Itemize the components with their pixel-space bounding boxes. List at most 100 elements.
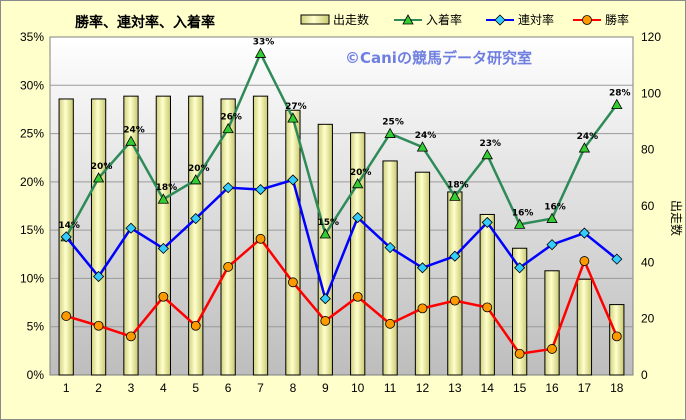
point (190, 320, 201, 331)
data-label: 28% (609, 89, 631, 99)
point (546, 239, 558, 251)
bar (90, 98, 107, 376)
chart-title: 勝率、連対率、入着率 (75, 14, 215, 31)
bar (123, 95, 139, 376)
point (547, 344, 557, 354)
bar (414, 171, 431, 376)
data-label: 27% (285, 102, 307, 112)
data-label: 33% (253, 37, 275, 47)
data-label: 16% (544, 203, 566, 213)
data-label: 20% (188, 164, 210, 174)
x-tick-label: 13 (448, 381, 462, 395)
left-tick-label: 0% (27, 368, 45, 382)
data-label: 20% (91, 162, 113, 172)
x-tick-label: 2 (95, 381, 102, 395)
data-label: 23% (479, 139, 501, 149)
point (611, 253, 623, 265)
point (320, 316, 331, 326)
point (481, 216, 493, 228)
data-label: 24% (123, 125, 145, 135)
point (319, 293, 331, 305)
series-line (65, 50, 618, 238)
point (254, 184, 267, 196)
legend-swatch (300, 14, 330, 25)
point (513, 218, 526, 229)
x-tick-label: 15 (513, 381, 527, 395)
point (222, 122, 234, 134)
point (352, 291, 363, 302)
point (417, 303, 428, 314)
bar (285, 109, 301, 376)
left-tick-label: 20% (20, 175, 44, 189)
bar (220, 98, 236, 376)
data-label: 18% (447, 180, 469, 190)
watermark: ©Caniの競馬データ研究室 (345, 49, 532, 67)
point (481, 148, 493, 160)
data-label: 16% (512, 208, 534, 218)
x-tick-label: 8 (290, 381, 297, 395)
point (385, 318, 395, 329)
x-tick-label: 10 (351, 381, 365, 395)
right-tick-label: 20 (641, 312, 655, 326)
point (611, 98, 623, 109)
data-label: 25% (382, 118, 404, 128)
right-axis-label: 出走数 (669, 200, 684, 236)
point (416, 141, 429, 152)
point (319, 228, 331, 239)
right-tick-label: 0 (641, 368, 648, 382)
bar (479, 213, 495, 376)
point (287, 174, 299, 186)
data-label: 14% (58, 221, 80, 231)
point (352, 212, 364, 224)
legend: 出走数 入着率 連対率 勝率 (300, 12, 629, 27)
x-tick-label: 17 (578, 381, 592, 395)
data-label: 15% (318, 218, 340, 228)
point (190, 174, 202, 185)
x-tick-label: 1 (63, 381, 70, 395)
point (416, 262, 429, 274)
right-tick-label: 100 (641, 86, 661, 100)
point (611, 331, 622, 342)
point (287, 112, 299, 123)
point (126, 331, 136, 342)
bar (576, 278, 593, 376)
bar (188, 95, 204, 376)
point (546, 212, 558, 223)
point (352, 177, 364, 189)
point (482, 302, 493, 313)
data-label: 24% (577, 132, 599, 142)
point (384, 241, 396, 254)
legend-label: 出走数 (333, 12, 369, 27)
series-line (65, 178, 618, 303)
right-tick-label: 120 (641, 30, 661, 44)
point (223, 261, 234, 272)
bar (447, 191, 463, 376)
point (449, 190, 461, 201)
data-label: 18% (156, 183, 178, 193)
legend-label: 入着率 (426, 12, 462, 27)
legend-marker (402, 14, 414, 25)
legend-label: 勝率 (605, 12, 629, 27)
left-tick-label: 5% (27, 320, 45, 334)
point (61, 311, 72, 321)
point (578, 142, 591, 153)
point (449, 250, 461, 262)
point (384, 127, 396, 138)
point (60, 231, 72, 243)
point (449, 295, 460, 306)
point (578, 227, 590, 239)
point (157, 193, 170, 204)
x-tick-label: 3 (128, 381, 135, 395)
bar (317, 123, 333, 376)
x-tick-label: 7 (257, 381, 264, 395)
bar (350, 132, 366, 376)
x-tick-label: 12 (416, 381, 430, 395)
x-tick-label: 14 (481, 381, 495, 395)
data-label: 26% (220, 113, 242, 123)
data-label: 24% (415, 131, 437, 141)
x-tick-label: 5 (192, 381, 199, 395)
left-tick-label: 30% (20, 78, 44, 92)
left-tick-label: 15% (20, 223, 44, 237)
point (514, 348, 525, 359)
